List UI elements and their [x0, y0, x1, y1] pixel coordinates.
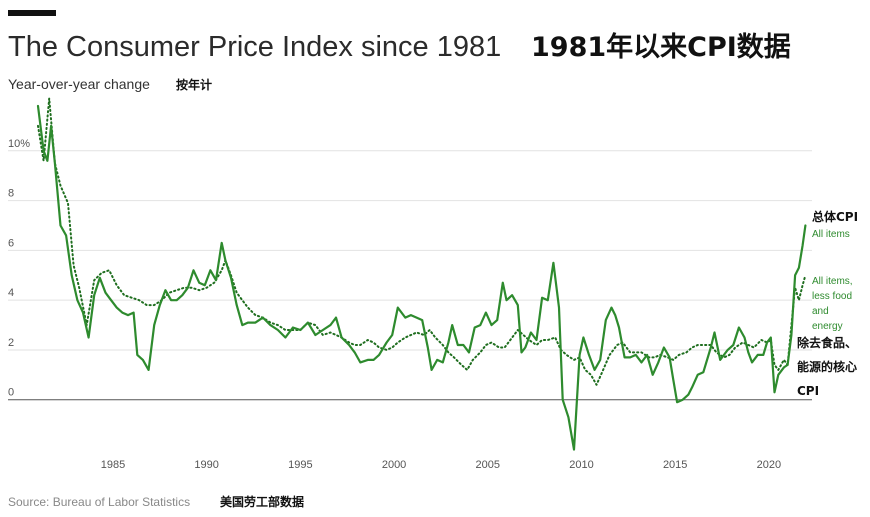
- y-tick-label: 8: [8, 188, 14, 200]
- core-label-en-1: All items,: [812, 276, 853, 287]
- y-tick-label: 0: [8, 387, 14, 399]
- all-items-label: 总体CPI All items: [812, 209, 858, 240]
- y-axis-ticks: 0 2 4 6 8 10%: [8, 138, 30, 399]
- core-cpi-line: [37, 97, 807, 386]
- chart-title: The Consumer Price Index since 1981: [8, 31, 501, 63]
- y-tick-label: 2: [8, 337, 14, 349]
- chart-subtitle-cn: 按年计: [176, 77, 212, 92]
- source-note: Source: Bureau of Labor Statistics: [8, 495, 190, 509]
- all-items-label-en: All items: [812, 229, 850, 240]
- x-tick-label: 1985: [101, 459, 125, 471]
- core-label-cn-1: 除去食品、: [797, 335, 857, 350]
- x-tick-label: 1995: [288, 459, 312, 471]
- gridlines: [8, 150, 812, 401]
- x-tick-label: 2010: [569, 459, 593, 471]
- source-note-cn: 美国劳工部数据: [220, 494, 304, 509]
- core-label-cn-2: 能源的核心: [797, 359, 857, 374]
- core-label-en-2: less food: [812, 291, 852, 302]
- all-items-label-cn: 总体CPI: [812, 209, 858, 224]
- all-items-cpi-line: [36, 104, 807, 451]
- x-tick-label: 2015: [663, 459, 687, 471]
- x-tick-label: 2020: [757, 459, 781, 471]
- core-label-cn-3: CPI: [797, 384, 819, 398]
- x-tick-label: 1990: [194, 459, 218, 471]
- core-label-en-4: energy: [812, 321, 843, 332]
- title-accent-bar: [8, 10, 56, 16]
- core-label-en-3: and: [812, 306, 829, 317]
- x-axis-ticks: 1985 1990 1995 2000 2005 2010 2015 2020: [101, 459, 781, 471]
- chart-subtitle: Year-over-year change: [8, 76, 150, 92]
- series-lines: [36, 97, 807, 451]
- y-tick-label: 6: [8, 237, 14, 249]
- y-tick-label: 10%: [8, 138, 30, 150]
- chart-title-cn: 1981年以来CPI数据: [531, 31, 791, 63]
- x-tick-label: 2005: [476, 459, 500, 471]
- core-cpi-label: All items, less food and energy 除去食品、 能源…: [797, 276, 857, 398]
- y-tick-label: 4: [8, 287, 14, 299]
- x-tick-label: 2000: [382, 459, 406, 471]
